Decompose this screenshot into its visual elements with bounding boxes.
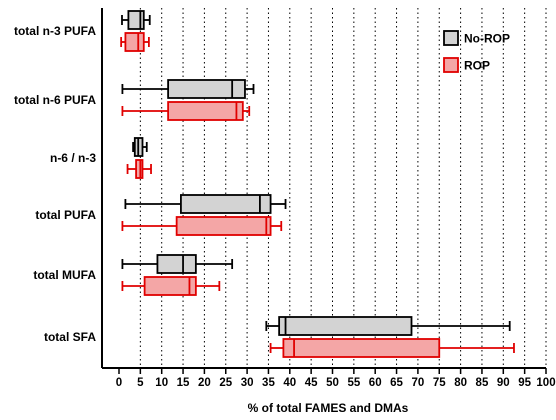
box-rop bbox=[126, 159, 152, 179]
box-no-rop bbox=[132, 137, 148, 157]
legend-label: ROP bbox=[464, 59, 490, 73]
x-tick-label: 45 bbox=[305, 377, 318, 389]
box-rop bbox=[121, 101, 251, 121]
box-iqr bbox=[124, 32, 145, 52]
legend-label: No-ROP bbox=[464, 32, 510, 46]
box-no-rop bbox=[121, 10, 151, 30]
box-iqr bbox=[180, 194, 272, 214]
category-label: total SFA bbox=[44, 330, 96, 344]
x-tick-labels: 0 5 10 15 20 25 30 35 40 45 50 55 60 65 70 75 80 85 90 95 10… bbox=[116, 377, 556, 389]
x-tick-label: 30 bbox=[241, 377, 254, 389]
category-labels: total n-3 PUFA total n-6 PUFA n-6 / n-3 tot… bbox=[14, 24, 96, 344]
box-iqr bbox=[167, 79, 246, 99]
x-tick-label: 65 bbox=[390, 377, 403, 389]
category-label: total MUFA bbox=[33, 268, 96, 282]
category-label: total PUFA bbox=[35, 208, 96, 222]
boxplots bbox=[120, 10, 515, 358]
x-tick-label: 25 bbox=[219, 377, 232, 389]
legend-swatch bbox=[443, 30, 459, 46]
x-tick-label: 70 bbox=[412, 377, 425, 389]
gridlines bbox=[118, 8, 547, 374]
box-iqr bbox=[175, 216, 272, 236]
box-iqr bbox=[143, 276, 197, 296]
x-tick-label: 75 bbox=[433, 377, 446, 389]
x-tick-label: 10 bbox=[155, 377, 168, 389]
box-iqr bbox=[135, 159, 144, 179]
box-no-rop bbox=[265, 316, 511, 336]
category-label: n-6 / n-3 bbox=[50, 151, 96, 165]
x-tick-label: 100 bbox=[536, 377, 555, 389]
category-label: total n-3 PUFA bbox=[14, 24, 96, 38]
legend-swatch bbox=[443, 57, 459, 73]
box-rop bbox=[121, 216, 283, 236]
box-rop bbox=[120, 32, 150, 52]
box-iqr bbox=[282, 338, 441, 358]
x-tick-label: 95 bbox=[518, 377, 531, 389]
box-rop bbox=[269, 338, 515, 358]
legend: No-ROP ROP bbox=[443, 30, 510, 73]
x-tick-label: 40 bbox=[283, 377, 296, 389]
x-axis-title: % of total FAMES and DMAs bbox=[248, 401, 409, 415]
axes bbox=[101, 8, 546, 369]
box-no-rop bbox=[121, 254, 234, 274]
x-tick-label: 60 bbox=[369, 377, 382, 389]
box-no-rop bbox=[121, 79, 255, 99]
x-tick-label: 15 bbox=[177, 377, 190, 389]
x-tick-label: 35 bbox=[262, 377, 275, 389]
box-no-rop bbox=[124, 194, 287, 214]
x-tick-label: 20 bbox=[198, 377, 211, 389]
x-tick-label: 0 bbox=[116, 377, 122, 389]
x-tick-label: 55 bbox=[347, 377, 360, 389]
x-tick-label: 85 bbox=[476, 377, 489, 389]
category-label: total n-6 PUFA bbox=[14, 93, 96, 107]
x-tick-label: 90 bbox=[497, 377, 510, 389]
box-iqr bbox=[127, 10, 145, 30]
box-iqr bbox=[278, 316, 413, 336]
x-tick-label: 80 bbox=[454, 377, 467, 389]
x-tick-label: 50 bbox=[326, 377, 339, 389]
box-rop bbox=[121, 276, 221, 296]
x-tick-label: 5 bbox=[137, 377, 144, 389]
box-iqr bbox=[156, 254, 197, 274]
box-iqr bbox=[167, 101, 244, 121]
